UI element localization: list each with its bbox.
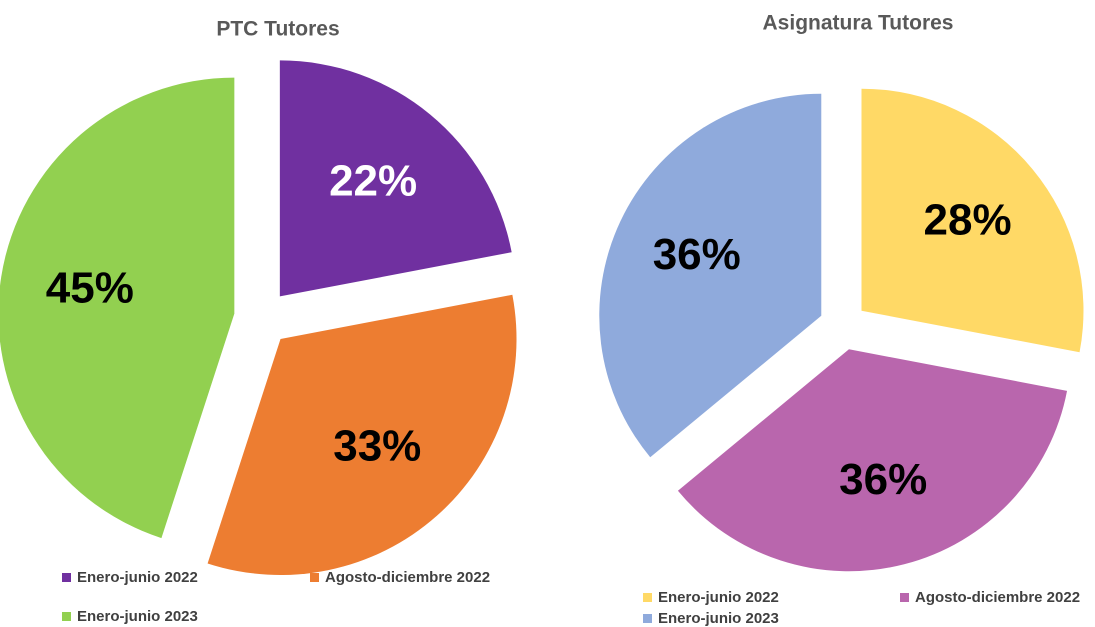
pie-slice [677,349,1068,572]
pie-slice [207,294,517,576]
chart-title: PTC Tutores [216,18,339,41]
legend-label: Enero-junio 2023 [658,610,779,627]
pie-slice [0,77,235,539]
data-label: 36% [839,455,927,504]
pie-slice [599,93,822,458]
legend-swatch [900,593,909,602]
legend-swatch [62,573,71,582]
chart-title: Asignatura Tutores [763,12,954,35]
legend-swatch [310,573,319,582]
legend-label: Enero-junio 2022 [658,589,779,606]
legend-swatch [643,593,652,602]
legend-label: Enero-junio 2023 [77,608,198,625]
legend-swatch [643,614,652,623]
pie-slice [861,88,1084,353]
data-label: 22% [329,156,417,205]
legend-label: Agosto-diciembre 2022 [915,589,1080,606]
legend-label: Agosto-diciembre 2022 [325,569,490,586]
data-label: 45% [46,263,134,312]
data-label: 28% [924,196,1012,245]
data-label: 36% [653,230,741,279]
legend-swatch [62,612,71,621]
legend-label: Enero-junio 2022 [77,569,198,586]
pie-slice [279,60,512,297]
data-label: 33% [333,421,421,470]
